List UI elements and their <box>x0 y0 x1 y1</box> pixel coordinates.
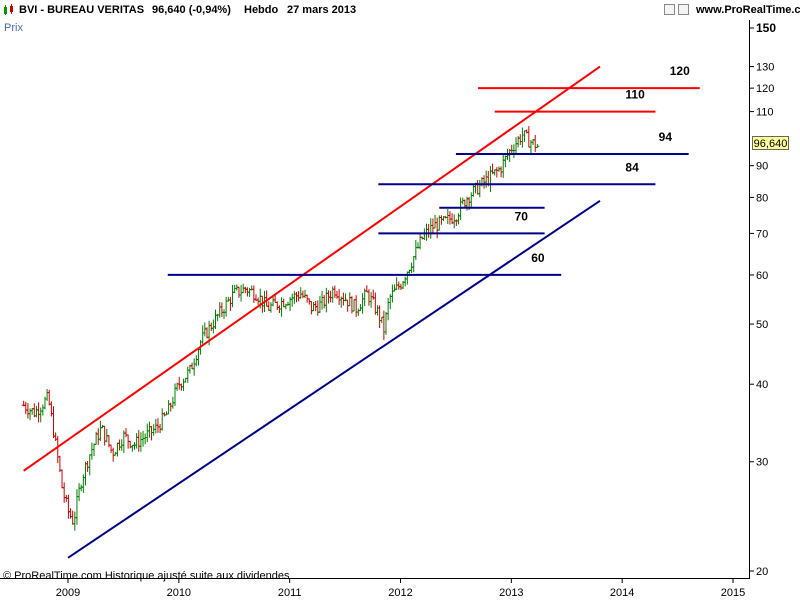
y-tick-label: 20 <box>756 566 768 578</box>
y-tick-label: 110 <box>756 107 774 119</box>
chart-date: 27 mars 2013 <box>287 4 357 16</box>
y-tick-label: 40 <box>756 379 768 391</box>
site-link[interactable]: www.ProRealTime.com <box>696 4 800 16</box>
y-tick-label: 30 <box>756 457 768 469</box>
resistance-trendline <box>23 65 601 472</box>
x-tick-label: 2015 <box>721 587 745 599</box>
minimize-button[interactable] <box>664 4 675 15</box>
level-label: 60 <box>531 251 545 265</box>
candlestick-icon <box>4 4 13 15</box>
y-axis-name: Prix <box>4 22 23 34</box>
plot-area <box>0 20 750 579</box>
level-label: 84 <box>625 160 639 174</box>
x-tick-label: 2012 <box>388 587 412 599</box>
level-label: 94 <box>659 130 673 144</box>
y-tick-label: 70 <box>756 228 768 240</box>
y-tick-label: 80 <box>756 192 768 204</box>
x-tick-label: 2011 <box>278 587 302 599</box>
price-change: 96,640 (-0,94%) <box>152 4 231 16</box>
x-tick-label: 2010 <box>167 587 191 599</box>
chart-header: BVI - BUREAU VERITAS 96,640 (-0,94%) Heb… <box>0 0 800 20</box>
y-tick-label: 120 <box>756 83 774 95</box>
level-label: 110 <box>625 88 645 102</box>
y-tick-label: 150 <box>756 21 776 35</box>
x-tick-label: 2014 <box>610 587 634 599</box>
last-value-label: 96,640 <box>752 136 789 150</box>
x-tick-label: 2009 <box>56 587 80 599</box>
level-label: 70 <box>515 209 529 223</box>
y-tick-label: 50 <box>756 319 768 331</box>
x-tick-label: 2013 <box>499 587 523 599</box>
instrument-title: BVI - BUREAU VERITAS <box>19 4 145 16</box>
y-tick-label: 60 <box>756 270 768 282</box>
window-buttons <box>664 4 689 15</box>
y-tick-label: 90 <box>756 161 768 173</box>
copyright-notice: © ProRealTime.com Historique ajusté suit… <box>3 570 290 582</box>
y-tick-label: 130 <box>756 62 774 74</box>
level-label: 120 <box>670 64 690 78</box>
period-label: Hebdo <box>244 4 279 16</box>
maximize-button[interactable] <box>678 4 689 15</box>
support-trendline <box>67 199 601 559</box>
